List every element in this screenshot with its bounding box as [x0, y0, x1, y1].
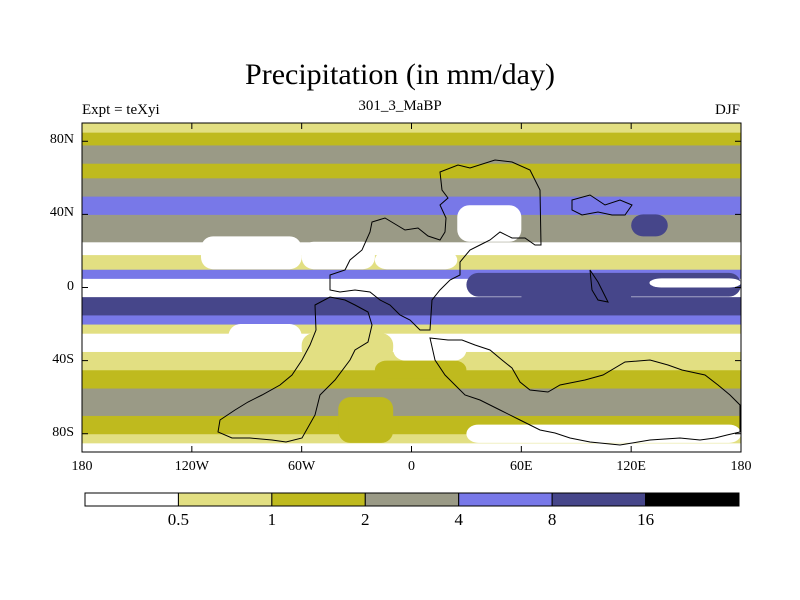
precip-region — [649, 278, 741, 288]
precip-band — [82, 132, 741, 146]
precip-band — [82, 177, 741, 197]
colorbar-swatch — [645, 492, 740, 507]
precip-band — [82, 163, 741, 179]
continent-outline — [329, 159, 542, 331]
colorbar-level-label: 4 — [454, 510, 463, 529]
y-tick-label: 80S — [52, 424, 74, 440]
precip-region — [374, 360, 467, 379]
season-label: DJF — [714, 102, 740, 118]
precip-band — [82, 314, 741, 325]
x-tick-label: 60E — [510, 459, 533, 474]
colorbar-swatch — [84, 492, 179, 507]
y-tick-label: 40N — [49, 205, 74, 221]
x-tick-label: 120W — [174, 459, 209, 474]
precip-region — [301, 333, 394, 361]
colorbar-swatch — [458, 492, 553, 507]
precip-region — [301, 241, 375, 270]
x-tick-label: 180 — [730, 459, 752, 474]
colorbar — [84, 492, 740, 507]
precip-region — [200, 236, 302, 270]
colorbar-level-label: 16 — [637, 510, 655, 529]
colorbar-level-label: 2 — [361, 510, 370, 529]
continent-outline — [589, 269, 609, 303]
y-tick-label: 40S — [52, 351, 74, 367]
continent-outline — [429, 337, 741, 446]
precip-region — [338, 397, 394, 443]
precip-region — [631, 214, 668, 237]
y-tick-label: 80N — [49, 132, 74, 148]
colorbar-level-label: 0.5 — [167, 510, 190, 529]
precip-band — [82, 296, 741, 316]
x-tick-label: 180 — [71, 459, 93, 474]
precip-region — [457, 205, 522, 242]
precip-region — [521, 287, 632, 310]
precip-band — [82, 269, 741, 279]
colorbar-swatch — [177, 492, 273, 507]
x-tick-label: 120E — [616, 459, 646, 474]
continent-outline — [217, 296, 373, 443]
precip-band — [82, 196, 741, 215]
chart-subtitle: 301_3_MaBP — [358, 98, 442, 114]
coastlines — [217, 159, 741, 446]
precip-band — [82, 433, 741, 444]
colorbar-level-label: 8 — [547, 510, 557, 529]
continent-outline — [571, 194, 633, 216]
experiment-label: Expt = teXyi — [82, 102, 160, 118]
x-tick-label: 60W — [288, 459, 316, 474]
precip-field — [82, 123, 741, 453]
precip-region — [393, 338, 467, 361]
colorbar-level-label: 1 — [267, 510, 277, 529]
precip-band — [82, 369, 741, 389]
colorbar-swatch — [271, 492, 366, 507]
chart-title: Precipitation (in mm/day) — [245, 58, 555, 91]
precip-band — [82, 144, 741, 164]
precip-band — [82, 324, 741, 334]
x-tick-label: 0 — [408, 459, 415, 474]
y-tick-label: 0 — [67, 278, 74, 294]
precip-region — [374, 250, 458, 270]
precip-band — [82, 388, 741, 416]
precip-band — [82, 214, 741, 243]
colorbar-swatch — [551, 492, 647, 507]
colorbar-swatch — [364, 492, 460, 507]
precip-region — [228, 324, 302, 352]
